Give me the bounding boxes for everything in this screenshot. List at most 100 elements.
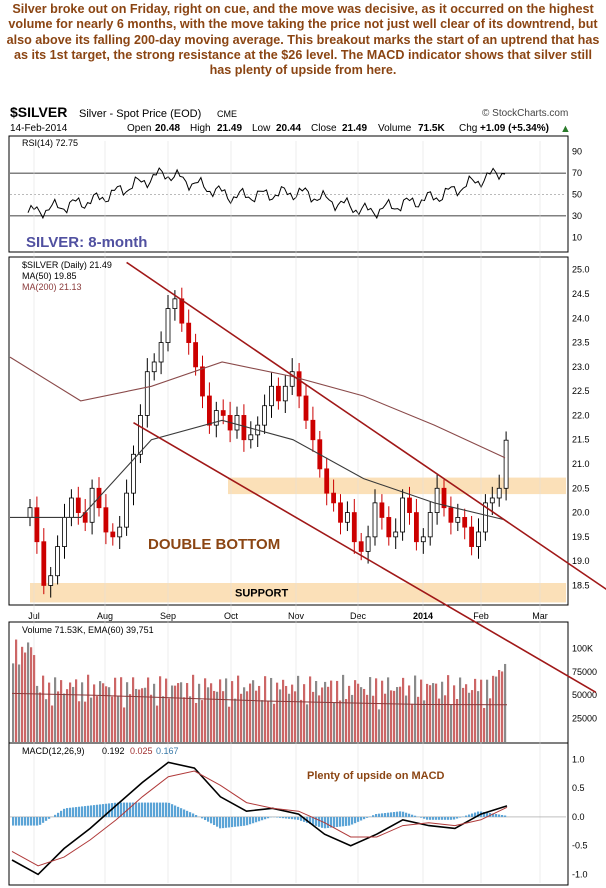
candle bbox=[324, 468, 330, 494]
ma200-legend: MA(200) 21.13 bbox=[22, 282, 82, 292]
header-low-value: 20.44 bbox=[276, 123, 301, 134]
volume-bar bbox=[81, 682, 84, 742]
volume-bar bbox=[303, 684, 306, 742]
candle bbox=[310, 419, 316, 441]
candle bbox=[489, 497, 495, 504]
candle bbox=[400, 497, 406, 533]
macd-hist-bar bbox=[420, 816, 423, 818]
price-tick-label: 20.5 bbox=[572, 483, 590, 493]
volume-bar bbox=[51, 705, 54, 742]
macd-hist-bar bbox=[117, 802, 120, 817]
double-bottom-annotation: DOUBLE BOTTOM bbox=[148, 536, 280, 553]
macd-hist-bar bbox=[168, 802, 171, 817]
volume-bar bbox=[177, 683, 180, 742]
candle bbox=[448, 507, 454, 523]
macd-hist-bar bbox=[282, 816, 285, 819]
candle bbox=[206, 395, 212, 426]
price-tick-label: 18.5 bbox=[572, 580, 590, 590]
macd-hist-bar bbox=[309, 816, 312, 824]
macd-hist-bar bbox=[447, 816, 450, 820]
macd-hist-bar bbox=[189, 812, 192, 817]
volume-bar bbox=[258, 685, 261, 742]
candle bbox=[220, 410, 226, 416]
candle bbox=[469, 526, 475, 547]
macd-hist-bar bbox=[69, 807, 72, 817]
header-exchange: CME bbox=[217, 109, 237, 119]
price-tick-label: 19.0 bbox=[572, 556, 590, 566]
candle bbox=[131, 453, 136, 494]
volume-bar bbox=[435, 683, 438, 742]
macd-hist-bar bbox=[66, 808, 69, 817]
volume-bar bbox=[186, 683, 189, 742]
macd-hist-bar bbox=[444, 816, 447, 820]
macd-hist-bar bbox=[96, 804, 99, 817]
macd-hist-bar bbox=[87, 805, 90, 817]
candle bbox=[158, 342, 164, 363]
volume-bar bbox=[45, 699, 48, 742]
volume-bar bbox=[432, 683, 435, 742]
macd-hist-bar bbox=[216, 816, 219, 827]
volume-bar bbox=[333, 702, 336, 742]
macd-hist-bar bbox=[387, 812, 390, 817]
volume-bar bbox=[12, 663, 15, 742]
candle bbox=[420, 536, 426, 543]
macd-hist-bar bbox=[48, 816, 51, 819]
volume-bar bbox=[279, 689, 282, 742]
volume-bar bbox=[270, 677, 273, 742]
candle bbox=[296, 371, 302, 397]
candle bbox=[34, 507, 40, 543]
volume-bar bbox=[426, 683, 429, 742]
volume-bar bbox=[255, 690, 258, 742]
resistance-zone bbox=[228, 477, 566, 495]
header-watermark: © StockCharts.com bbox=[482, 108, 568, 119]
macd-hist-bar bbox=[399, 811, 402, 817]
candle bbox=[151, 361, 157, 373]
macd-hist-bar bbox=[27, 816, 30, 826]
rsi-legend: RSI(14) 72.75 bbox=[22, 138, 78, 148]
volume-bar bbox=[351, 694, 354, 742]
volume-bar bbox=[321, 687, 324, 742]
macd-legend-signal: 0.025 bbox=[130, 746, 153, 756]
volume-bar bbox=[465, 684, 468, 742]
volume-bar bbox=[495, 676, 498, 742]
macd-hist-bar bbox=[240, 816, 243, 827]
volume-bar bbox=[135, 688, 138, 742]
volume-tick-label: 50000 bbox=[572, 690, 597, 700]
candle bbox=[338, 502, 343, 523]
macd-hist-bar bbox=[195, 815, 198, 817]
up-arrow-icon: ▲ bbox=[560, 123, 571, 135]
volume-bar bbox=[222, 691, 225, 742]
macd-hist-bar bbox=[321, 816, 324, 828]
volume-bar bbox=[288, 693, 291, 742]
macd-hist-bar bbox=[414, 815, 417, 817]
price-tick-label: 24.5 bbox=[572, 289, 590, 299]
candle bbox=[476, 531, 481, 547]
macd-hist-bar bbox=[246, 816, 249, 826]
header-symbol: $SILVER bbox=[10, 104, 67, 120]
volume-bar bbox=[336, 680, 339, 742]
volume-bar bbox=[213, 690, 216, 742]
macd-hist-bar bbox=[459, 816, 462, 818]
volume-bar bbox=[363, 688, 366, 742]
volume-bar bbox=[102, 683, 105, 742]
volume-bar bbox=[360, 687, 363, 742]
macd-hist-bar bbox=[120, 802, 123, 817]
header-chg-value: +1.09 (+5.34%) bbox=[480, 123, 549, 134]
volume-bar bbox=[207, 687, 210, 742]
candle bbox=[282, 385, 288, 402]
macd-hist-bar bbox=[30, 816, 33, 826]
volume-bar bbox=[120, 677, 123, 742]
header-close-value: 21.49 bbox=[342, 123, 367, 134]
macd-hist-bar bbox=[342, 816, 345, 827]
macd-hist-bar bbox=[492, 813, 495, 817]
volume-bar bbox=[36, 685, 39, 742]
candle bbox=[41, 541, 47, 586]
volume-bar bbox=[174, 685, 177, 742]
candle bbox=[69, 497, 74, 518]
header-chg-label: Chg bbox=[459, 123, 477, 134]
volume-bar bbox=[264, 676, 267, 742]
candle bbox=[358, 541, 364, 552]
volume-bar bbox=[324, 681, 327, 742]
header-close-label: Close bbox=[311, 123, 337, 134]
macd-hist-bar bbox=[171, 804, 174, 817]
